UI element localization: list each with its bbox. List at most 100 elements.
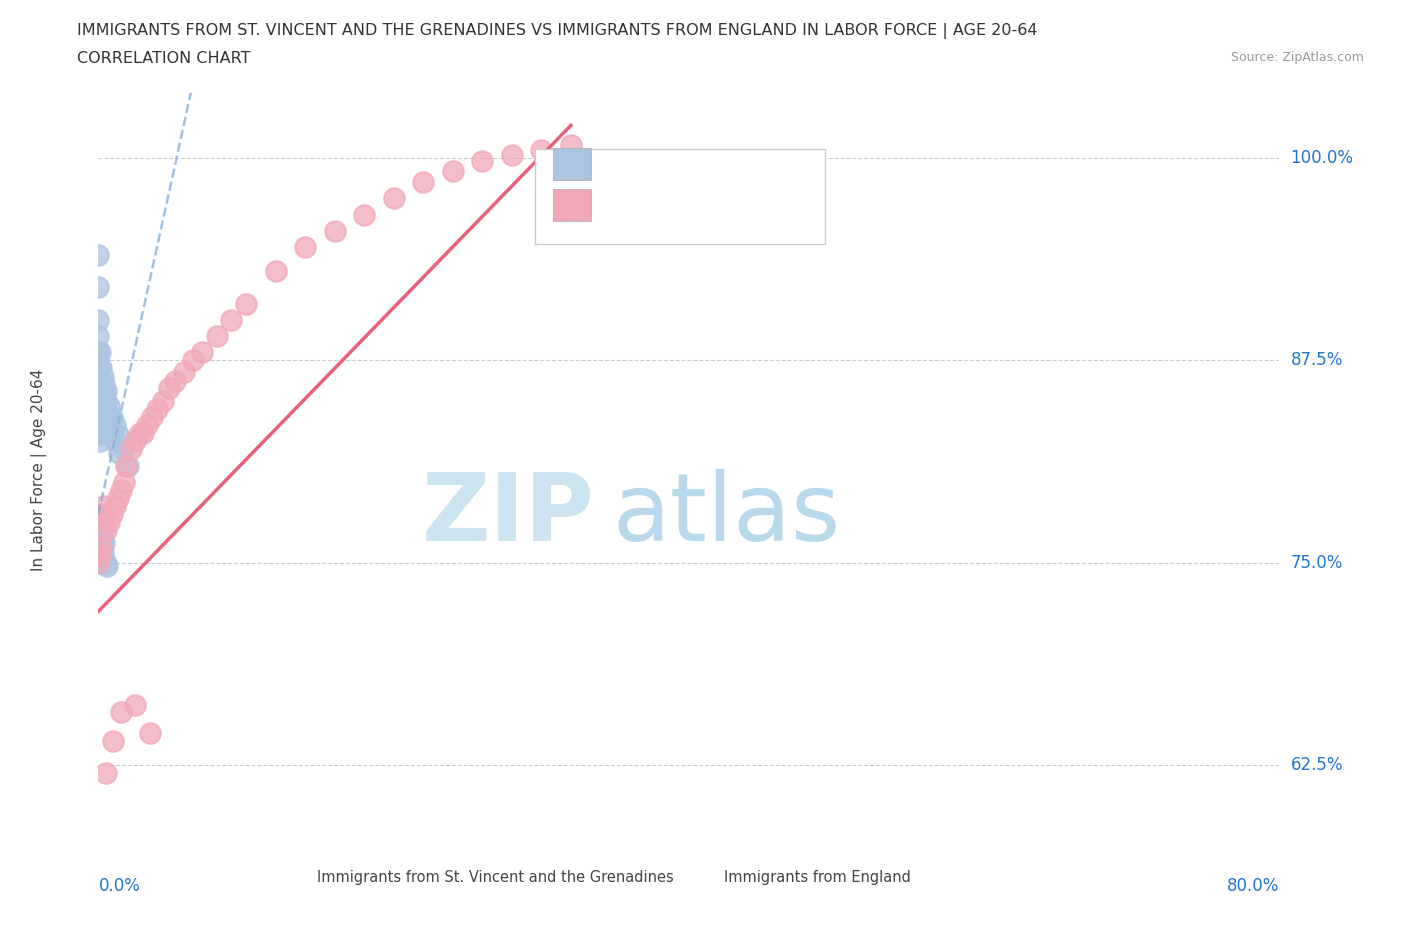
Point <box>115 458 138 473</box>
Point <box>87 385 110 400</box>
FancyBboxPatch shape <box>281 869 308 888</box>
Point <box>108 429 131 444</box>
Text: Source: ZipAtlas.com: Source: ZipAtlas.com <box>1230 51 1364 64</box>
Point <box>146 402 169 417</box>
Point <box>89 402 111 417</box>
Point <box>441 164 464 179</box>
Point <box>91 507 114 522</box>
Point <box>93 396 115 411</box>
Point <box>181 352 204 367</box>
Point <box>94 555 117 570</box>
Point <box>87 280 110 295</box>
Point <box>124 698 146 712</box>
Point <box>221 312 243 327</box>
Point <box>90 409 112 424</box>
Point <box>152 393 174 408</box>
Point <box>173 365 195 379</box>
Point <box>90 385 112 400</box>
Point <box>93 416 115 431</box>
Point <box>89 409 111 424</box>
Point <box>90 418 112 432</box>
Point <box>87 247 110 262</box>
Point <box>103 734 125 749</box>
Text: 80.0%: 80.0% <box>1227 877 1279 895</box>
Point <box>94 766 117 781</box>
Point <box>94 384 117 399</box>
Point <box>165 374 187 389</box>
Point <box>205 328 228 343</box>
Point <box>89 510 111 525</box>
Point <box>141 409 163 424</box>
Point <box>104 434 127 449</box>
Point <box>89 547 111 562</box>
Point <box>94 405 117 419</box>
Point <box>89 361 111 376</box>
Point <box>87 361 110 376</box>
Point <box>94 523 117 538</box>
Point <box>112 474 135 489</box>
Point <box>412 175 434 190</box>
Point <box>96 559 118 574</box>
Point <box>91 416 114 431</box>
Text: Immigrants from England: Immigrants from England <box>724 870 911 885</box>
Point <box>90 378 112 392</box>
Point <box>91 369 114 384</box>
Point <box>97 515 120 530</box>
Point <box>87 328 110 343</box>
Text: 62.5%: 62.5% <box>1291 756 1343 775</box>
Point <box>264 264 287 279</box>
Point <box>560 138 582 153</box>
Point <box>90 539 112 554</box>
Point <box>94 393 117 408</box>
Point <box>91 531 114 546</box>
Text: 87.5%: 87.5% <box>1291 352 1343 369</box>
Point <box>501 147 523 162</box>
Point <box>89 539 111 554</box>
Point <box>132 426 155 441</box>
Point <box>89 378 111 392</box>
Point <box>128 426 150 441</box>
Point <box>90 542 112 557</box>
Point <box>120 442 142 457</box>
Point <box>93 498 115 513</box>
Point <box>93 385 115 400</box>
Point <box>191 345 214 360</box>
Point <box>93 378 115 392</box>
Point <box>91 380 114 395</box>
Point <box>87 345 110 360</box>
Text: R = 0.159   N = 71: R = 0.159 N = 71 <box>603 155 773 174</box>
Text: Immigrants from St. Vincent and the Grenadines: Immigrants from St. Vincent and the Gren… <box>316 870 673 885</box>
Point <box>124 434 146 449</box>
Text: 100.0%: 100.0% <box>1291 149 1354 166</box>
Point <box>104 498 127 513</box>
Point <box>471 153 494 168</box>
FancyBboxPatch shape <box>536 150 825 244</box>
Point <box>89 418 111 432</box>
Point <box>90 426 112 441</box>
Point <box>112 442 135 457</box>
Point <box>104 418 127 432</box>
Point <box>97 421 120 436</box>
FancyBboxPatch shape <box>553 148 591 179</box>
Point <box>139 725 162 740</box>
Point <box>110 704 132 719</box>
Point <box>90 393 112 408</box>
Point <box>89 434 111 449</box>
Text: In Labor Force | Age 20-64: In Labor Force | Age 20-64 <box>31 368 48 571</box>
Point <box>97 409 120 424</box>
Point <box>97 398 120 413</box>
Text: CORRELATION CHART: CORRELATION CHART <box>77 51 250 66</box>
Point <box>353 207 375 222</box>
Text: ZIP: ZIP <box>422 469 595 561</box>
Point <box>89 345 111 360</box>
FancyBboxPatch shape <box>689 869 714 888</box>
Point <box>93 536 115 551</box>
Point <box>108 445 131 460</box>
Point <box>87 507 110 522</box>
Text: 0.0%: 0.0% <box>98 877 141 895</box>
Text: atlas: atlas <box>612 469 841 561</box>
Point <box>89 526 111 541</box>
Point <box>382 191 405 206</box>
Point <box>110 483 132 498</box>
Point <box>89 426 111 441</box>
